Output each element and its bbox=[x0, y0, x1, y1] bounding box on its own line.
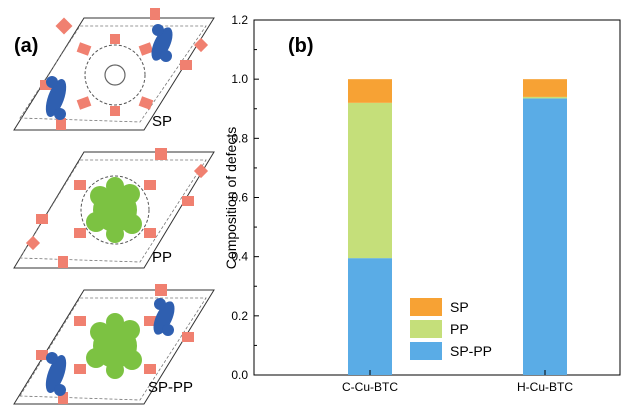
linker-ring bbox=[104, 64, 126, 86]
y-tick-label: 1.2 bbox=[231, 13, 248, 27]
bar-sp-pp-c-cu-btc bbox=[348, 258, 392, 375]
y-tick-label: 0.8 bbox=[231, 131, 248, 145]
paddlewheel-units bbox=[40, 8, 209, 130]
unit-cell-inner bbox=[19, 25, 207, 123]
unit-cell-inner bbox=[19, 297, 207, 401]
bar-sp-h-cu-btc bbox=[523, 79, 567, 97]
structure-label-sp-pp: SP-PP bbox=[148, 379, 193, 396]
panel-a-label: (a) bbox=[14, 35, 38, 57]
cage-outline bbox=[80, 175, 150, 245]
structure-label-pp: PP bbox=[152, 249, 172, 266]
legend-swatch-sp-pp bbox=[410, 342, 442, 360]
bar-pp-c-cu-btc bbox=[348, 102, 392, 259]
x-tick-label: C-Cu-BTC bbox=[342, 380, 398, 394]
y-tick-label: 0.0 bbox=[231, 368, 248, 382]
unit-cell-frame bbox=[13, 17, 215, 131]
bar-sp-c-cu-btc bbox=[348, 79, 392, 103]
structure-sp-pp: SP-PP bbox=[13, 284, 215, 405]
legend: SP PP SP-PP bbox=[410, 298, 492, 360]
cage-outline bbox=[84, 44, 146, 106]
legend-swatch-sp bbox=[410, 298, 442, 316]
y-tick-label: 0.4 bbox=[231, 250, 248, 264]
bar-sp-pp-h-cu-btc bbox=[523, 98, 567, 375]
structure-panel: (a) SP bbox=[13, 8, 215, 405]
y-axis-label: Composition of defects bbox=[223, 127, 239, 269]
bar-pp-h-cu-btc bbox=[523, 96, 567, 99]
legend-label-sp: SP bbox=[450, 299, 469, 315]
panel-b-label: (b) bbox=[288, 35, 314, 57]
y-tick-label: 0.2 bbox=[231, 309, 248, 323]
pp-defect-cluster bbox=[86, 177, 142, 243]
legend-label-pp: PP bbox=[450, 321, 469, 337]
unit-cell-inner bbox=[19, 159, 207, 263]
legend-label-sp-pp: SP-PP bbox=[450, 343, 492, 359]
y-axis-ticks: 0.0 0.2 0.4 0.6 0.8 1.0 1.2 bbox=[231, 13, 259, 382]
y-tick-label: 1.0 bbox=[231, 72, 248, 86]
bars bbox=[348, 79, 567, 375]
structure-pp: PP bbox=[13, 148, 215, 269]
unit-cell-frame bbox=[13, 289, 215, 405]
structure-label-sp: SP bbox=[152, 113, 172, 130]
structure-sp: SP bbox=[13, 8, 215, 131]
unit-cell-frame bbox=[13, 151, 215, 269]
sp-defect-cluster bbox=[45, 24, 173, 120]
legend-swatch-pp bbox=[410, 320, 442, 338]
paddlewheel-units bbox=[36, 284, 194, 404]
x-axis-ticks: C-Cu-BTC H-Cu-BTC bbox=[342, 370, 573, 394]
sp-defect-cluster bbox=[45, 298, 175, 396]
y-tick-label: 0.6 bbox=[231, 191, 248, 205]
x-tick-label: H-Cu-BTC bbox=[517, 380, 573, 394]
pp-defect-cluster bbox=[86, 313, 142, 379]
